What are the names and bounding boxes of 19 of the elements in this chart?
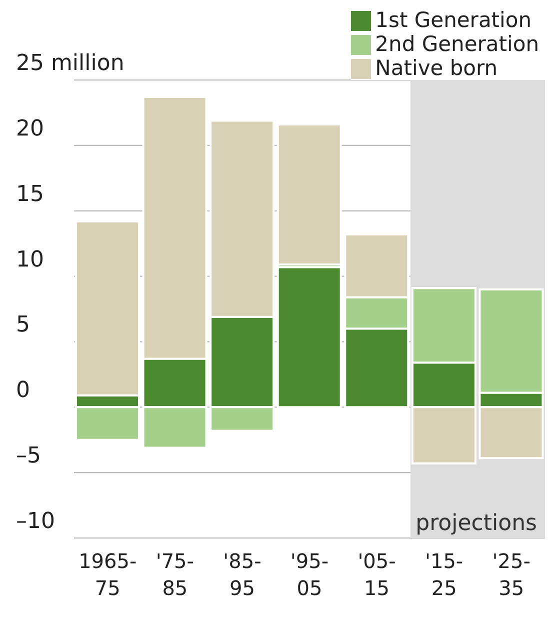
y-tick-label: 10	[16, 247, 44, 272]
y-tick-label: 5	[16, 312, 30, 338]
y-tick-label: –5	[16, 444, 41, 469]
x-tick-label: '85-95	[223, 549, 262, 600]
x-tick-label: '25-35	[492, 549, 530, 600]
legend-label: 1st Generation	[375, 8, 532, 32]
y-tick-label: 15	[16, 182, 44, 207]
x-tick-label: 1965-75	[78, 549, 137, 600]
legend-label: Native born	[375, 56, 498, 80]
x-tick-label: '75-85	[156, 549, 194, 600]
y-tick-label: 25 million	[16, 51, 124, 76]
y-tick-label: 20	[16, 116, 44, 142]
x-tick-label: '95-05	[290, 549, 329, 600]
y-tick-label: –10	[16, 509, 55, 534]
band-label: projections	[416, 511, 537, 536]
legend-label: 2nd Generation	[375, 32, 539, 56]
x-tick-label: '05-15	[358, 549, 396, 600]
y-tick-label: 0	[16, 378, 30, 404]
x-tick-label: '15-25	[424, 549, 464, 600]
